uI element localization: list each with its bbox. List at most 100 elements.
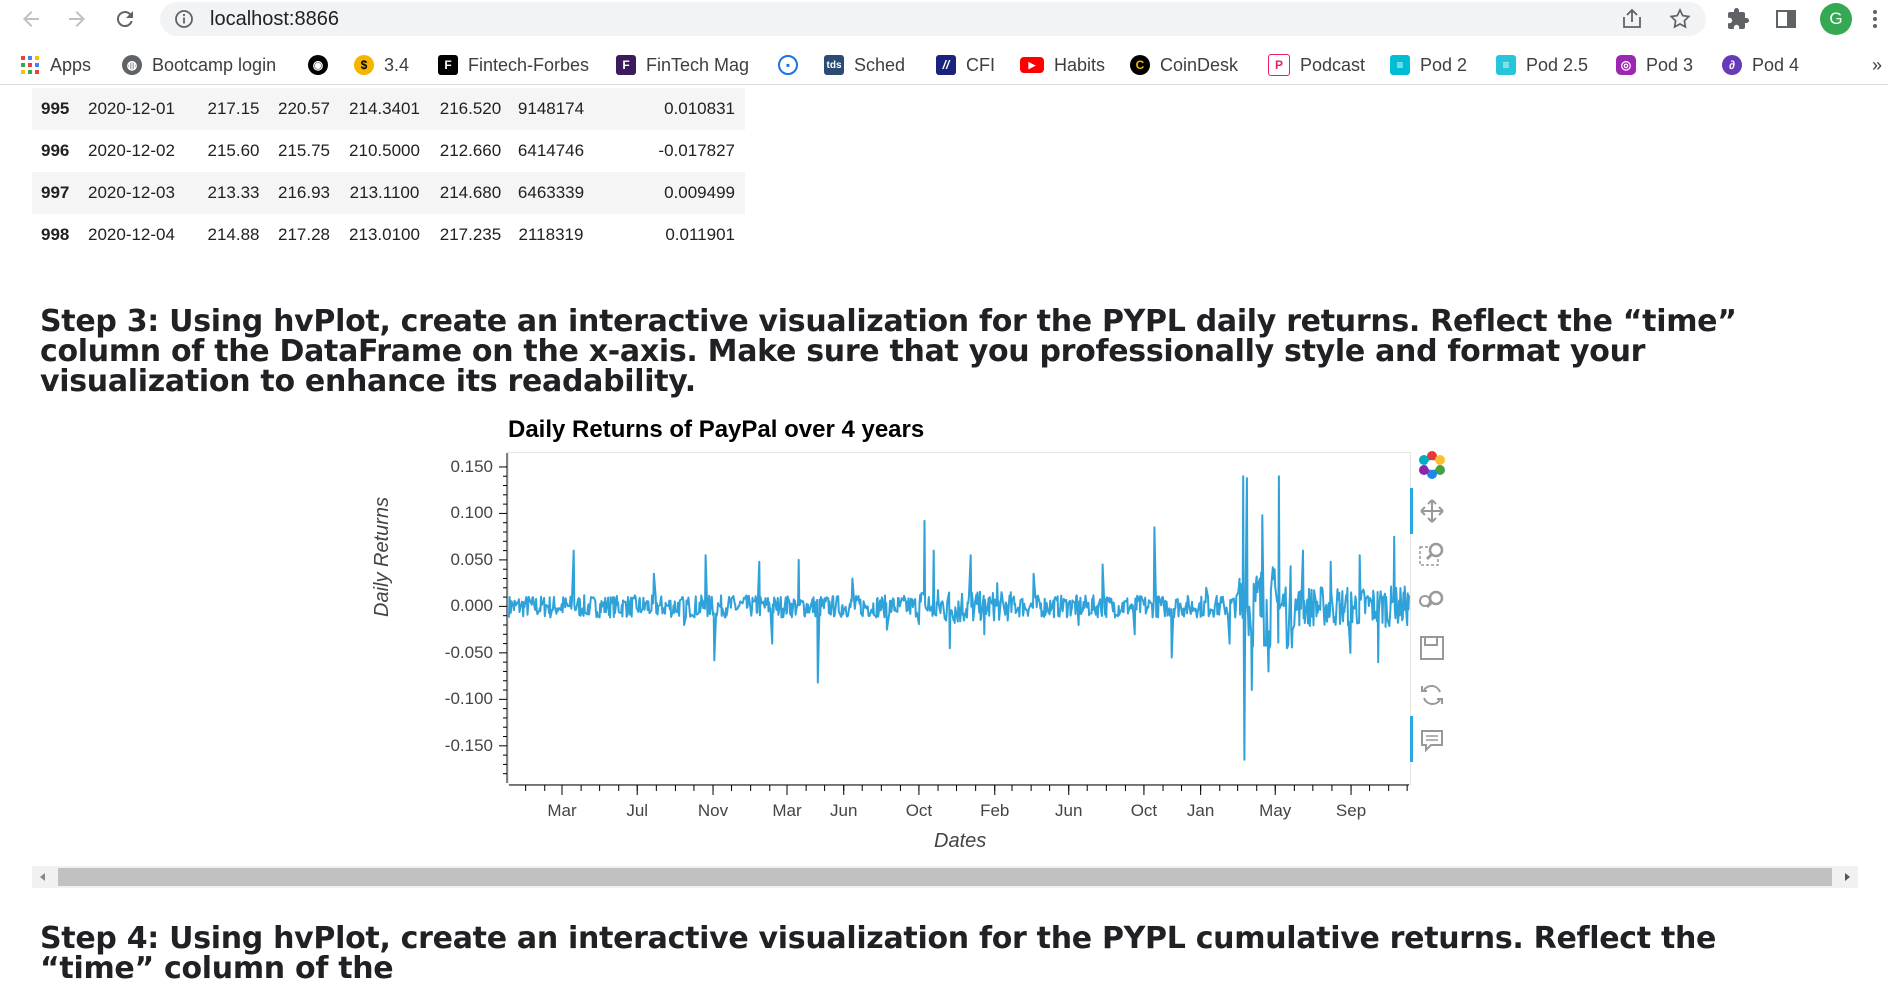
cell-volume: 2118319 xyxy=(518,225,584,244)
y-tick-label: 0.050 xyxy=(450,549,493,569)
scroll-right-icon[interactable] xyxy=(1840,870,1854,884)
bookmark-sched[interactable]: tds Sched xyxy=(824,54,905,76)
bookmark-pod-2-5[interactable]: ≡ Pod 2.5 xyxy=(1496,54,1588,76)
plot-frame xyxy=(508,452,1411,785)
bookmark-fintech-forbes[interactable]: F Fintech-Forbes xyxy=(438,54,589,76)
reset-tool-icon[interactable] xyxy=(1416,679,1448,711)
cell-close: 214.680 xyxy=(439,183,502,202)
bookmark-label: Pod 3 xyxy=(1646,54,1694,75)
y-tick-label: -0.100 xyxy=(444,689,493,709)
bookmarks-overflow-button[interactable]: » xyxy=(1872,54,1883,75)
coin-icon: $ xyxy=(354,55,374,75)
bookmark-apps[interactable]: Apps xyxy=(20,54,91,76)
scrollbar-thumb[interactable] xyxy=(58,868,1832,886)
bookmark-label: Fintech-Forbes xyxy=(468,54,590,75)
x-tick-label: Sep xyxy=(1335,801,1367,820)
tds-icon: tds xyxy=(824,55,844,75)
x-tick-label: Jun xyxy=(830,801,858,820)
cell-volume: 6414746 xyxy=(517,141,585,160)
scroll-left-icon[interactable] xyxy=(36,870,50,884)
step-4-heading: Step 4: Using hvPlot, create an interact… xyxy=(40,921,1717,986)
y-tick-label: 0.150 xyxy=(450,456,493,476)
cell-high: 216.93 xyxy=(278,183,330,202)
podcast-p-icon: P xyxy=(1268,54,1290,76)
info-icon[interactable] xyxy=(174,9,194,29)
arrow-right-icon xyxy=(69,11,85,27)
bookmark-pod-4[interactable]: ∂ Pod 4 xyxy=(1722,54,1799,76)
table-row: 998 2020-12-04 214.88 217.28 213.0100 21… xyxy=(32,214,745,256)
share-icon[interactable] xyxy=(1620,7,1644,31)
pod-icon: ≡ xyxy=(1390,55,1410,75)
wheel-zoom-tool-icon[interactable] xyxy=(1416,585,1448,617)
bookmark-label: Podcast xyxy=(1300,54,1366,75)
tool-active-indicator xyxy=(1410,488,1413,534)
browser-toolbar: localhost:8866 G xyxy=(0,0,1888,39)
bookmark-label: Pod 4 xyxy=(1752,54,1800,75)
x-tick-label: Jan xyxy=(1186,801,1215,820)
row-index: 996 xyxy=(41,141,70,160)
bookmark-3-4[interactable]: $ 3.4 xyxy=(354,54,409,76)
x-axis-label: Dates xyxy=(934,830,987,852)
address-bar[interactable]: localhost:8866 xyxy=(160,2,1706,36)
menu-kebab-icon[interactable] xyxy=(1868,7,1882,31)
bookmark-github[interactable]: ◉ xyxy=(308,54,338,76)
table-row: 996 2020-12-02 215.60 215.75 210.5000 21… xyxy=(32,130,745,172)
apple-podcast-icon: ◎ xyxy=(1616,55,1636,75)
youtube-icon: ▶ xyxy=(1020,57,1044,73)
extensions-puzzle-icon[interactable] xyxy=(1726,7,1750,31)
bookmark-label: Pod 2 xyxy=(1420,54,1468,75)
cell-close: 216.520 xyxy=(439,99,502,118)
cell-high: 215.75 xyxy=(278,141,330,160)
bookmark-bootcamp-login[interactable]: ◍ Bootcamp login xyxy=(122,54,276,76)
profile-avatar[interactable]: G xyxy=(1820,3,1852,35)
box-zoom-tool-icon[interactable] xyxy=(1416,539,1448,571)
bookmark-label: CFI xyxy=(966,54,995,75)
bookmark-fintech-mag[interactable]: F FinTech Mag xyxy=(616,54,749,76)
cell-date: 2020-12-02 xyxy=(88,141,175,160)
cell-low: 213.0100 xyxy=(349,225,420,244)
forward-button[interactable] xyxy=(64,6,90,32)
dataframe-table: 995 2020-12-01 217.15 220.57 214.3401 21… xyxy=(32,88,745,256)
pod4-icon: ∂ xyxy=(1722,55,1742,75)
y-tick-label: -0.150 xyxy=(444,735,493,755)
star-icon[interactable] xyxy=(1668,7,1692,31)
bookmark-habits[interactable]: ▶ Habits xyxy=(1020,54,1105,76)
fintech-mag-icon: F xyxy=(616,55,636,75)
hover-tool-icon[interactable] xyxy=(1416,725,1448,757)
bookmark-label: 3.4 xyxy=(384,54,410,75)
cell-low: 210.5000 xyxy=(349,141,420,160)
side-panel-icon[interactable] xyxy=(1774,7,1798,31)
save-tool-icon[interactable] xyxy=(1416,632,1448,664)
pan-tool-icon[interactable] xyxy=(1416,495,1448,527)
horizontal-scrollbar[interactable] xyxy=(32,866,1858,888)
cell-date: 2020-12-01 xyxy=(88,99,175,118)
bookmark-podcast[interactable]: P Podcast xyxy=(1268,54,1365,76)
bookmark-pod-2[interactable]: ≡ Pod 2 xyxy=(1390,54,1467,76)
back-button[interactable] xyxy=(18,6,44,32)
row-index: 997 xyxy=(41,183,70,202)
reload-button[interactable] xyxy=(112,6,138,32)
forbes-icon: F xyxy=(438,55,458,75)
cell-close: 217.235 xyxy=(439,225,502,244)
bookmark-label: CoinDesk xyxy=(1160,54,1239,75)
cell-high: 220.57 xyxy=(278,99,330,118)
x-tick-label: Jul xyxy=(626,801,649,820)
x-tick-label: May xyxy=(1259,801,1292,820)
bookmarks-bar: Apps ◍ Bootcamp login ◉ $ 3.4 F Fintech-… xyxy=(0,46,1888,85)
bookmark-cfi[interactable]: // CFI xyxy=(936,54,995,76)
coindesk-icon: C xyxy=(1130,55,1150,75)
step-3-heading: Step 3: Using hvPlot, create an interact… xyxy=(40,304,1737,399)
cfi-icon: // xyxy=(936,55,956,75)
bokeh-logo-icon[interactable] xyxy=(1416,449,1448,481)
bookmark-pod-3[interactable]: ◎ Pod 3 xyxy=(1616,54,1693,76)
tool-active-indicator xyxy=(1410,716,1413,762)
cell-open: 217.15 xyxy=(207,99,260,118)
apps-grid-icon xyxy=(20,55,40,75)
bookmark-circle[interactable]: ▪ xyxy=(778,54,808,76)
bookmark-coindesk[interactable]: C CoinDesk xyxy=(1130,54,1238,76)
cell-daily-return: 0.009499 xyxy=(664,183,735,202)
cell-low: 214.3401 xyxy=(349,99,420,118)
arrow-left-icon xyxy=(23,11,39,27)
x-tick-label: Jun xyxy=(1055,801,1083,820)
url-text[interactable]: localhost:8866 xyxy=(210,8,339,30)
